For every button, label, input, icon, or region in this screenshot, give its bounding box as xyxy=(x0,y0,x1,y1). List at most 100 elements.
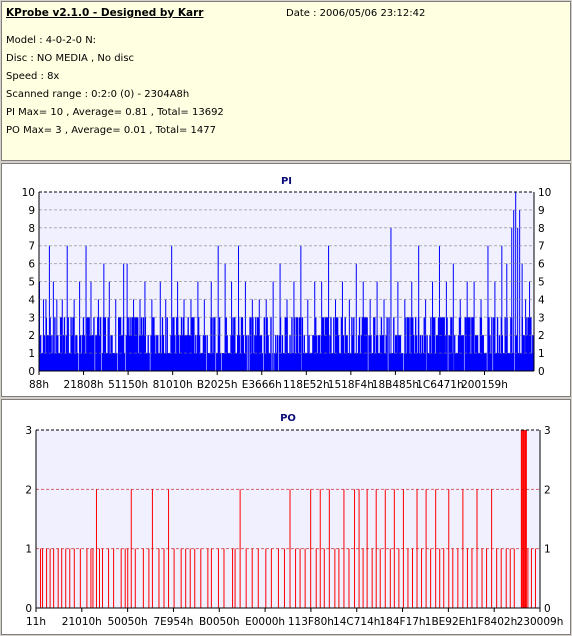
po-chart-panel: PO 0 0 1 1 2 2 3 3 11h 21010h 50050h 7E954h B0050h E00… xyxy=(1,399,571,635)
pi-bar xyxy=(371,353,373,371)
pi-bar xyxy=(119,317,122,371)
pi-bar xyxy=(350,353,352,371)
pi-bar xyxy=(438,245,440,371)
pi-bar xyxy=(457,335,460,371)
po-summary: PO Max= 3 , Average= 0.01 , Total= 1477 xyxy=(6,125,216,136)
info-panel: KProbe v2.1.0 - Designed by Karr Date : … xyxy=(1,1,571,161)
pi-bar xyxy=(401,353,404,371)
po-bar xyxy=(207,548,209,608)
pi-x-tick-label: B2025h xyxy=(197,379,238,391)
pi-bar xyxy=(443,317,445,371)
pi-bar xyxy=(79,281,81,371)
pi-bar xyxy=(147,335,149,371)
pi-bar xyxy=(82,317,85,371)
pi-bar xyxy=(187,317,189,371)
po-bar xyxy=(534,548,536,608)
pi-bar xyxy=(91,335,93,371)
pi-bar xyxy=(376,335,379,371)
pi-bar xyxy=(72,317,74,371)
pi-bar xyxy=(123,353,126,371)
pi-bar xyxy=(158,353,161,371)
po-bar xyxy=(466,548,468,608)
pi-bar xyxy=(118,317,121,371)
pi-bar xyxy=(201,353,204,371)
pi-bar xyxy=(418,245,420,371)
po-bar xyxy=(57,548,59,608)
pi-bar xyxy=(354,353,356,371)
pi-bar xyxy=(175,353,177,371)
pi-bar xyxy=(221,353,224,371)
po-bar xyxy=(319,489,321,608)
pi-bar xyxy=(58,353,60,371)
pi-bar xyxy=(231,281,233,371)
pi-bar xyxy=(166,317,168,371)
po-bar xyxy=(245,548,247,608)
pi-bar xyxy=(140,317,143,371)
pi-bar xyxy=(107,317,109,371)
pi-bar xyxy=(104,317,107,371)
pi-bar xyxy=(176,317,178,371)
pi-bar xyxy=(282,353,285,371)
pi-bar xyxy=(264,353,266,371)
pi-x-tick-label: 18B485h xyxy=(372,379,419,391)
pi-y-tick-left: 10 xyxy=(22,187,35,199)
pi-y-tick-right: 8 xyxy=(538,223,545,235)
pi-bar xyxy=(250,317,252,371)
pi-bar xyxy=(287,353,289,371)
pi-bar xyxy=(226,335,228,371)
pi-bar xyxy=(488,317,490,371)
pi-bar xyxy=(508,353,510,371)
po-bar xyxy=(73,548,75,608)
pi-bar xyxy=(411,281,413,371)
pi-bar xyxy=(377,353,380,371)
pi-bar xyxy=(133,299,135,371)
po-bar xyxy=(102,548,104,608)
po-bar xyxy=(295,548,297,608)
pi-bar xyxy=(90,281,92,371)
pi-bar xyxy=(517,227,519,371)
pi-bar xyxy=(182,317,185,371)
pi-bar xyxy=(121,335,124,371)
pi-bar xyxy=(393,317,395,371)
pi-bar xyxy=(257,317,260,371)
pi-bar xyxy=(363,317,365,371)
po-bar xyxy=(108,548,110,608)
pi-bar xyxy=(59,317,62,371)
pi-x-tick-label: 51150h xyxy=(108,379,148,391)
pi-bar xyxy=(470,353,472,371)
pi-bar xyxy=(53,353,55,371)
pi-bar xyxy=(452,263,454,371)
po-x-tick-label: 14C714h xyxy=(333,616,380,628)
pi-y-tick-left: 4 xyxy=(28,294,35,306)
pi-bar xyxy=(171,245,173,371)
pi-bar xyxy=(97,299,99,371)
po-bar xyxy=(323,548,325,608)
po-bar xyxy=(124,548,126,608)
po-y-tick-right: 1 xyxy=(544,544,551,556)
pi-bar xyxy=(442,317,444,371)
pi-y-tick-left: 5 xyxy=(28,277,35,289)
pi-bar xyxy=(462,335,464,371)
pi-bar xyxy=(116,353,118,371)
pi-bar xyxy=(180,317,183,371)
pi-bar xyxy=(503,353,505,371)
pi-bar xyxy=(375,353,377,371)
pi-bar xyxy=(138,353,140,371)
pi-bar xyxy=(225,317,227,371)
pi-y-tick-left: 1 xyxy=(28,348,35,360)
pi-bar xyxy=(469,317,471,371)
pi-bar xyxy=(62,335,65,371)
pi-bar xyxy=(434,317,436,371)
pi-bar xyxy=(388,317,390,371)
pi-bar xyxy=(437,317,440,371)
pi-bar xyxy=(468,317,470,371)
po-bar xyxy=(362,548,364,608)
pi-bar xyxy=(217,353,219,371)
pi-bar xyxy=(441,317,444,371)
pi-bar xyxy=(324,317,326,371)
pi-y-tick-left: 0 xyxy=(28,366,35,378)
pi-bar xyxy=(206,335,208,371)
pi-bar xyxy=(481,335,483,371)
pi-bar xyxy=(86,317,88,371)
pi-bar xyxy=(439,317,442,371)
